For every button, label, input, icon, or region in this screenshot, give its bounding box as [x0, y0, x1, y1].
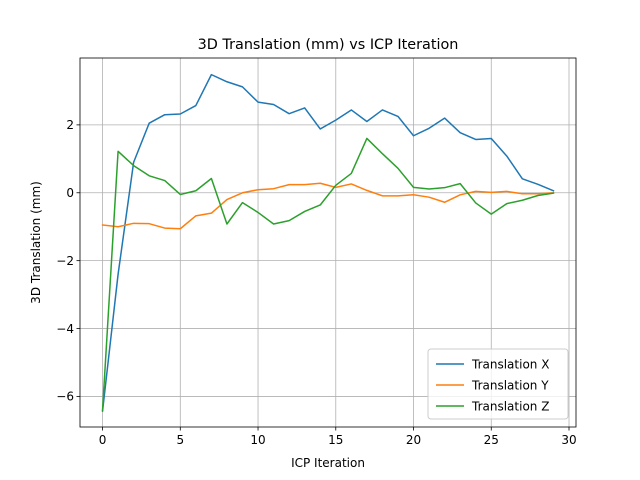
y-tick-label: 2	[66, 118, 74, 132]
x-axis-ticks: 0 5 10 15 20 25 30	[99, 427, 577, 447]
series-lines	[101, 73, 555, 412]
plot-frame	[79, 57, 577, 428]
y-axis-ticks: −6 −4 −2 0 2	[56, 118, 80, 404]
x-tick-label: 0	[99, 433, 107, 447]
x-tick-label: 25	[484, 433, 499, 447]
y-axis-label: 3D Translation (mm)	[29, 181, 43, 304]
series-line-translation-x	[101, 73, 555, 412]
series-line-translation-z	[101, 137, 555, 411]
legend-box	[427, 348, 569, 420]
y-tick-label: −4	[56, 322, 74, 336]
y-tick-label: −2	[56, 254, 74, 268]
legend-label: Translation X	[471, 357, 549, 371]
legend-label: Translation Z	[471, 399, 549, 413]
chart-title: 3D Translation (mm) vs ICP Iteration	[198, 37, 459, 53]
x-axis-label: ICP Iteration	[291, 456, 365, 470]
x-tick-label: 15	[328, 433, 343, 447]
y-tick-label: −6	[56, 390, 74, 404]
x-tick-label: 20	[406, 433, 421, 447]
y-tick-label: 0	[66, 186, 74, 200]
x-tick-label: 10	[250, 433, 265, 447]
x-tick-label: 5	[176, 433, 184, 447]
x-tick-label: 30	[561, 433, 576, 447]
legend-label: Translation Y	[471, 378, 549, 392]
series-line-translation-y	[101, 182, 555, 230]
legend: Translation X Translation Y Translation Z	[427, 348, 569, 420]
